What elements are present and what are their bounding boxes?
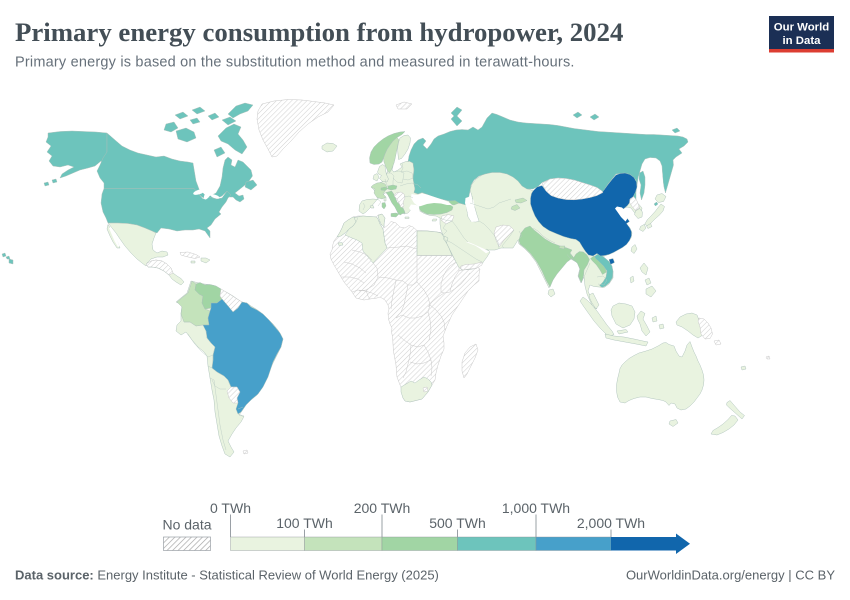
svg-text:1,000 TWh: 1,000 TWh bbox=[502, 500, 570, 516]
svg-text:No data: No data bbox=[162, 517, 211, 533]
svg-text:Our World: Our World bbox=[774, 22, 830, 34]
svg-text:2,000 TWh: 2,000 TWh bbox=[577, 515, 645, 531]
svg-text:200 TWh: 200 TWh bbox=[354, 500, 411, 516]
svg-text:100 TWh: 100 TWh bbox=[276, 515, 333, 531]
svg-text:500 TWh: 500 TWh bbox=[429, 515, 486, 531]
svg-text:in Data: in Data bbox=[783, 35, 822, 47]
svg-text:0 TWh: 0 TWh bbox=[210, 500, 251, 516]
svg-text:OurWorldinData.org/energy | CC: OurWorldinData.org/energy | CC BY bbox=[626, 568, 835, 583]
svg-text:Primary energy is based on the: Primary energy is based on the substitut… bbox=[15, 55, 575, 71]
svg-text:Data source: Energy Institute: Data source: Energy Institute - Statisti… bbox=[15, 568, 439, 583]
svg-text:Primary energy consumption fro: Primary energy consumption from hydropow… bbox=[15, 17, 623, 47]
